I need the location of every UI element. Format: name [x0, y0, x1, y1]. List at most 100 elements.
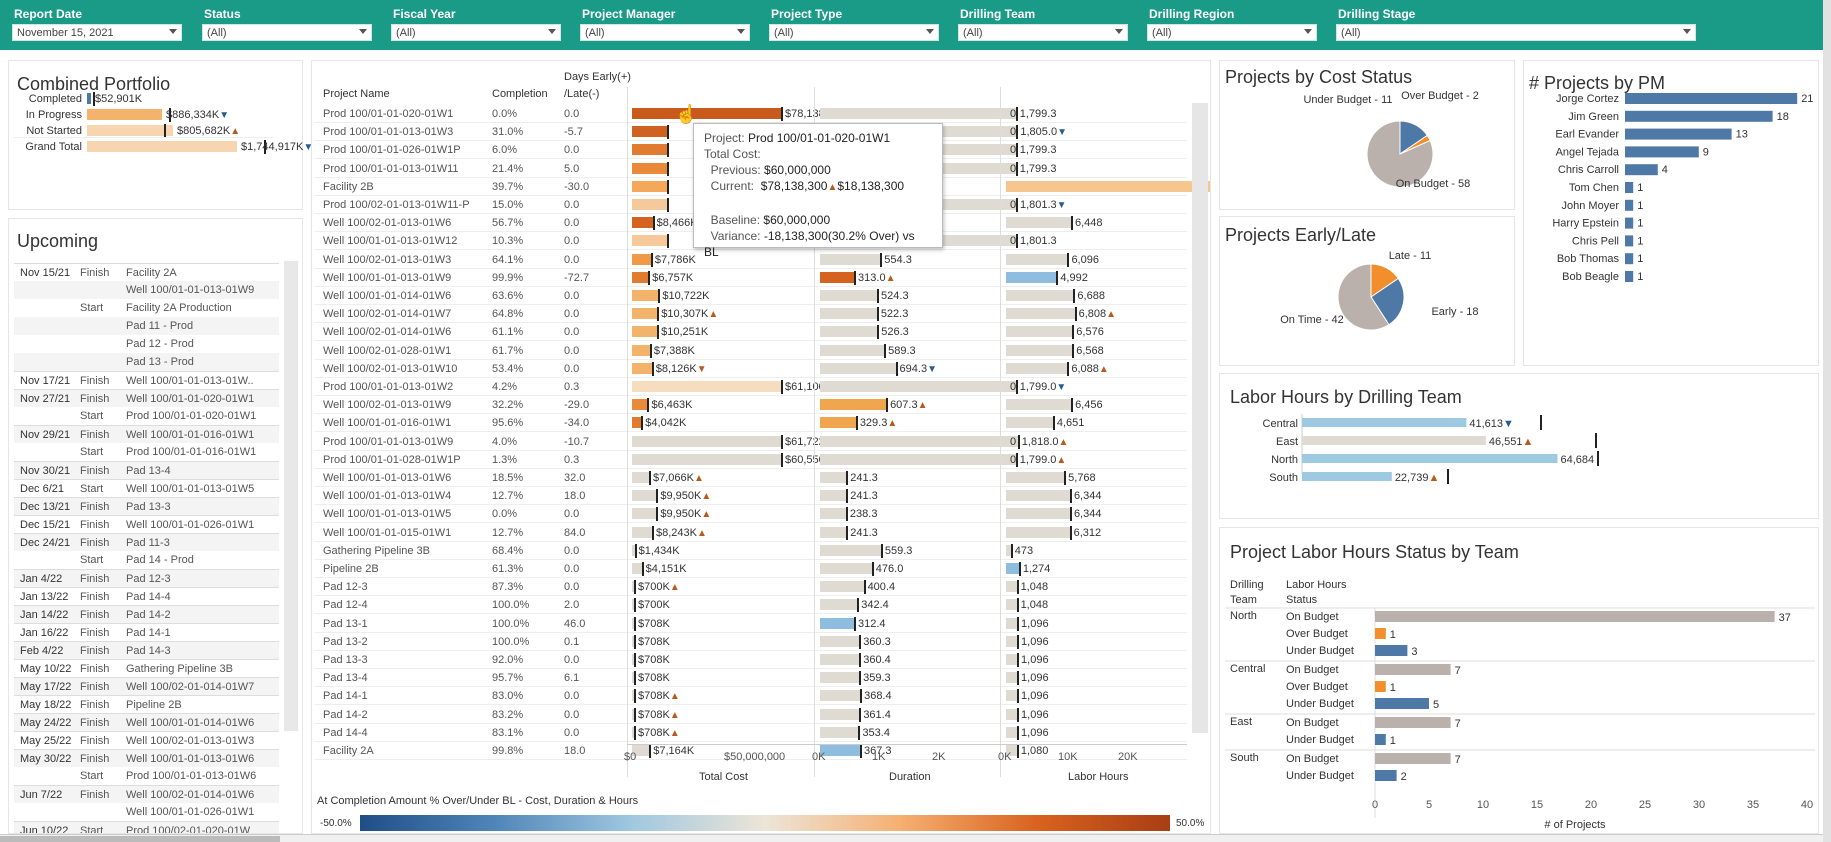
pm-bar[interactable]: [1625, 182, 1634, 193]
pm-bar[interactable]: [1625, 164, 1658, 176]
status-bar[interactable]: [1375, 698, 1429, 709]
pm-bar[interactable]: [1625, 217, 1634, 229]
pie-slice[interactable]: [1337, 263, 1390, 331]
table-row[interactable]: Pad 12-4 100.0% 2.0 $700K 342.4 1,048: [315, 596, 1187, 615]
table-row[interactable]: Well 100/01-01-014-01W6 63.6% 0.0 $10,722K 5…: [315, 287, 1187, 305]
table-row[interactable]: Well 100/01-01-013-01W4 12.7% 18.0 $9,950K▲…: [315, 487, 1187, 506]
upcoming-row[interactable]: May 24/22 Finish Well 100/01-01-014-01W6: [14, 713, 279, 731]
upcoming-row[interactable]: Jun 7/22 Finish Well 100/02-01-014-01W6: [14, 785, 279, 803]
upcoming-row[interactable]: Jan 13/22 Finish Pad 14-4: [14, 587, 279, 605]
upcoming-row[interactable]: Pad 11 - Prod: [14, 317, 279, 335]
filter-dropdown[interactable]: November 15, 2021: [12, 24, 182, 41]
filter-dropdown[interactable]: (All): [580, 24, 750, 41]
upcoming-row[interactable]: Nov 17/21 Finish Well 100/01-01-013-01W..: [14, 371, 279, 389]
upcoming-row[interactable]: Start Facility 2A Production: [14, 299, 279, 317]
upcoming-scrollbar[interactable]: [284, 261, 298, 731]
filter-dropdown[interactable]: (All): [1147, 24, 1317, 41]
upcoming-row[interactable]: Well 100/01-01-013-01W9: [14, 281, 279, 299]
upcoming-row[interactable]: Start Pad 14 - Prod: [14, 551, 279, 569]
upcoming-row[interactable]: Nov 30/21 Finish Pad 13-4: [14, 461, 279, 479]
team-bar[interactable]: [1302, 418, 1467, 427]
table-row[interactable]: Prod 100/01-01-013-01W9 4.0% -10.7 $61,722K…: [315, 433, 1187, 451]
pie-slice[interactable]: [1366, 120, 1434, 188]
table-row[interactable]: Prod 100/01-01-028-01W1P 1.3% 0.3 $60,550K 1…: [315, 451, 1187, 469]
pm-bar[interactable]: [1625, 93, 1798, 104]
pm-bar[interactable]: [1625, 235, 1634, 247]
upcoming-row[interactable]: May 18/22 Finish Pipeline 2B: [14, 695, 279, 713]
upcoming-row[interactable]: Jan 4/22 Finish Pad 12-3: [14, 569, 279, 587]
team-bar[interactable]: [1302, 454, 1558, 463]
upcoming-row[interactable]: May 17/22 Finish Well 100/02-01-014-01W7: [14, 677, 279, 695]
upcoming-row[interactable]: Well 100/01-01-026-01W1: [14, 803, 279, 821]
table-row[interactable]: Well 100/02-01-014-01W7 64.8% 0.0 $10,307K▲…: [315, 305, 1187, 324]
pm-bar[interactable]: [1625, 253, 1634, 265]
table-row[interactable]: Pad 14-4 83.1% 0.0 $708K▲ 353.4 1,096: [315, 724, 1187, 742]
table-row[interactable]: Pad 13-2 100.0% 0.1 $708K 360.3 1,096: [315, 633, 1187, 651]
team-bar[interactable]: [1302, 472, 1392, 481]
filter-dropdown[interactable]: (All): [1336, 24, 1696, 41]
upcoming-row[interactable]: Start Prod 100/01-01-013-01W6: [14, 767, 279, 785]
filter-dropdown[interactable]: (All): [958, 24, 1128, 41]
upcoming-row[interactable]: Dec 15/21 Finish Well 100/01-01-026-01W1: [14, 515, 279, 533]
table-row[interactable]: Well 100/02-01-013-01W10 53.4% 0.0 $8,126K▼…: [315, 360, 1187, 378]
upcoming-row[interactable]: Dec 13/21 Finish Pad 13-3: [14, 497, 279, 515]
table-row[interactable]: Well 100/01-01-013-01W9 99.9% -72.7 $6,757K…: [315, 269, 1187, 287]
upcoming-row[interactable]: Jun 10/22 Start Prod 100/02-01-020-01W: [14, 821, 279, 833]
table-row[interactable]: Well 100/02-01-013-01W3 64.1% 0.0 $7,786K 55…: [315, 251, 1187, 269]
table-row[interactable]: Well 100/01-01-013-01W5 0.0% 0.0 $9,950K▲ 23…: [315, 505, 1187, 524]
upcoming-row[interactable]: May 10/22 Finish Gathering Pipeline 3B: [14, 659, 279, 677]
team-bar[interactable]: [1302, 436, 1486, 445]
table-row[interactable]: Well 100/02-01-013-01W9 32.2% -29.0 $6,463K…: [315, 396, 1187, 415]
table-row[interactable]: Well 100/01-01-016-01W1 95.6% -34.0 $4,042K…: [315, 414, 1187, 433]
table-row[interactable]: Pad 13-1 100.0% 46.0 $708K 312.4 1,096: [315, 615, 1187, 633]
status-bar[interactable]: [1375, 611, 1775, 622]
table-row[interactable]: Pad 13-3 92.0% 0.0 $708K 360.4 1,096: [315, 651, 1187, 669]
table-row[interactable]: Well 100/02-01-028-01W1 61.7% 0.0 $7,388K 58…: [315, 342, 1187, 360]
table-row[interactable]: Prod 100/01-01-020-01W10.0%0.0$78,138K▲1…: [315, 105, 1187, 123]
status-bar[interactable]: [1375, 717, 1451, 728]
upcoming-row[interactable]: Nov 27/21 Finish Well 100/01-01-020-01W1: [14, 389, 279, 407]
scrollbar-thumb[interactable]: [0, 836, 280, 842]
status-bar[interactable]: [1375, 645, 1408, 656]
upcoming-row[interactable]: Pad 12 - Prod: [14, 335, 279, 353]
status-bar[interactable]: [1375, 628, 1386, 639]
upcoming-row[interactable]: Dec 24/21 Finish Pad 11-3: [14, 533, 279, 551]
table-row[interactable]: Pad 14-2 83.2% 0.0 $708K▲ 361.4 1,096: [315, 706, 1187, 724]
table-scrollbar[interactable]: [1192, 103, 1208, 733]
status-bar[interactable]: [1375, 734, 1386, 745]
upcoming-row[interactable]: Jan 14/22 Finish Pad 14-2: [14, 605, 279, 623]
upcoming-row[interactable]: Nov 15/21 Finish Facility 2A: [14, 263, 279, 281]
pm-bar[interactable]: [1625, 110, 1773, 122]
upcoming-row[interactable]: Nov 29/21 Finish Well 100/01-01-016-01W1: [14, 425, 279, 443]
upcoming-row[interactable]: May 30/22 Finish Well 100/01-01-013-01W6: [14, 749, 279, 767]
pm-bar[interactable]: [1625, 128, 1732, 140]
pm-bar[interactable]: [1625, 199, 1634, 211]
table-row[interactable]: Pad 14-1 83.0% 0.0 $708K▲ 368.4 1,096: [315, 687, 1187, 706]
table-row[interactable]: Gathering Pipeline 3B 68.4% 0.0 $1,434K 559.…: [315, 542, 1187, 560]
upcoming-row[interactable]: Start Prod 100/01-01-016-01W1: [14, 443, 279, 461]
pm-bar[interactable]: [1625, 271, 1634, 282]
filter-dropdown[interactable]: (All): [769, 24, 939, 41]
upcoming-row[interactable]: Pad 13 - Prod: [14, 353, 279, 371]
upcoming-row[interactable]: Dec 6/21 Start Well 100/01-01-013-01W5: [14, 479, 279, 497]
horizontal-scrollbar[interactable]: [0, 834, 1823, 842]
pm-bar[interactable]: [1625, 146, 1699, 158]
pie-slice[interactable]: [1370, 277, 1405, 326]
status-bar[interactable]: [1375, 753, 1451, 764]
status-bar[interactable]: [1375, 770, 1397, 781]
table-row[interactable]: Pad 13-4 95.7% 6.1 $708K 359.3 1,096: [315, 669, 1187, 688]
upcoming-row[interactable]: May 25/22 Finish Well 100/02-01-013-01W3: [14, 731, 279, 749]
upcoming-row[interactable]: Start Prod 100/01-01-020-01W1: [14, 407, 279, 425]
table-row[interactable]: Pad 12-3 87.3% 0.0 $700K▲ 400.4 1,048: [315, 578, 1187, 597]
page-scrollbar[interactable]: [1823, 0, 1831, 842]
table-row[interactable]: Prod 100/01-01-013-01W24.2%0.3$61,100K▲1…: [315, 378, 1187, 396]
status-bar[interactable]: [1375, 664, 1451, 675]
table-row[interactable]: Well 100/02-01-014-01W6 61.1% 0.0 $10,251K 5…: [315, 323, 1187, 342]
table-row[interactable]: Well 100/01-01-013-01W6 18.5% 32.0 $7,066K▲…: [315, 469, 1187, 487]
table-row[interactable]: Well 100/01-01-015-01W1 12.7% 84.0 $8,243K▲…: [315, 524, 1187, 542]
table-row[interactable]: Pipeline 2B 61.3% 0.0 $4,151K 476.0 1,274: [315, 560, 1187, 578]
status-bar[interactable]: [1375, 681, 1386, 692]
filter-dropdown[interactable]: (All): [202, 24, 372, 41]
upcoming-row[interactable]: Jan 16/22 Finish Pad 14-1: [14, 623, 279, 641]
upcoming-row[interactable]: Feb 4/22 Finish Pad 14-3: [14, 641, 279, 659]
